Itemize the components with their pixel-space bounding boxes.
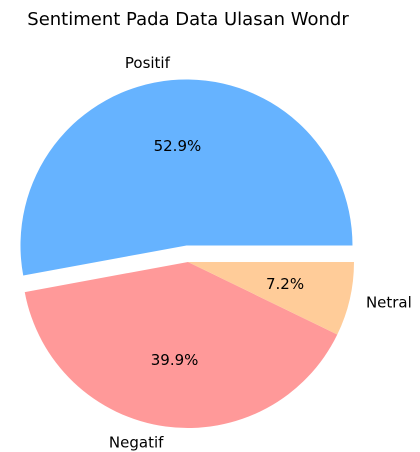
pie-slice xyxy=(24,262,338,428)
slice-label: Negatif xyxy=(109,433,164,451)
slice-label: Netral xyxy=(366,293,412,311)
slice-label: Positif xyxy=(125,54,171,72)
value-label: 52.9% xyxy=(154,137,202,155)
chart-title: Sentiment Pada Data Ulasan Wondr xyxy=(27,9,349,30)
value-label: 7.2% xyxy=(266,275,304,293)
pie-slice xyxy=(188,262,354,335)
pie-slice xyxy=(20,79,353,276)
value-label: 39.9% xyxy=(151,351,199,369)
